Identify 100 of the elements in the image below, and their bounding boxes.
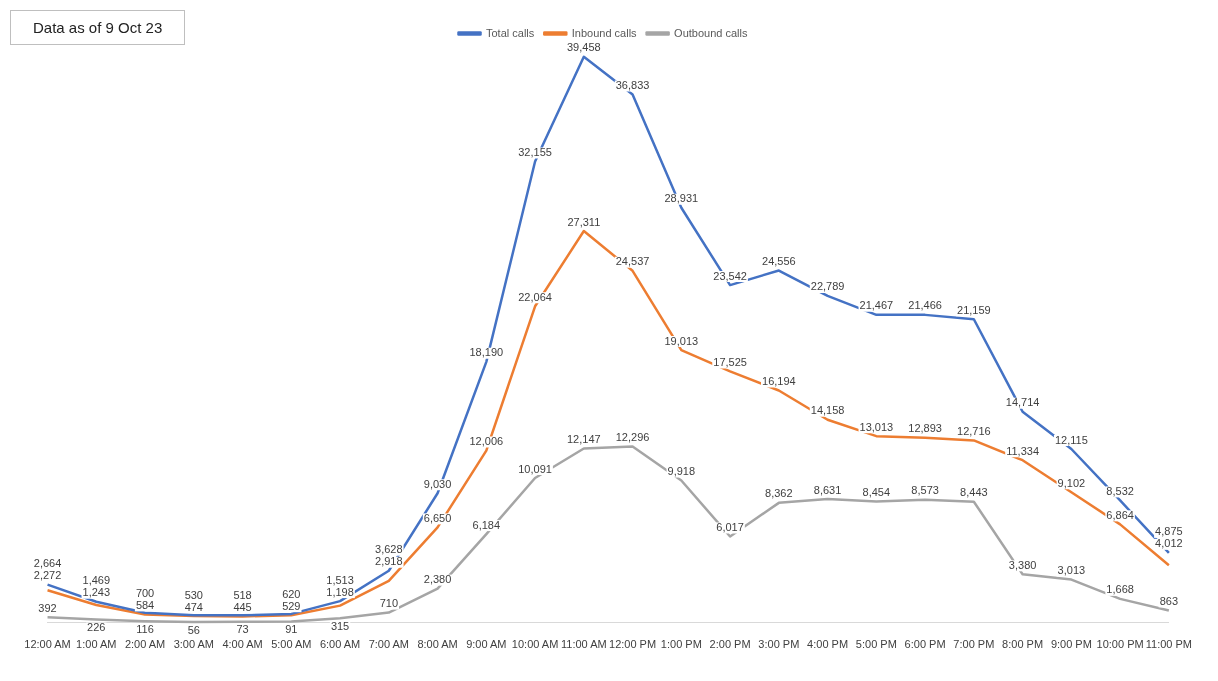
data-label: 1,243 <box>82 586 111 599</box>
data-label: 710 <box>379 597 398 610</box>
data-label: 1,469 <box>82 574 111 587</box>
x-tick-label: 12:00 PM <box>609 638 657 651</box>
data-label: 6,184 <box>472 518 501 531</box>
data-label: 12,147 <box>567 433 601 446</box>
data-label: 14,714 <box>1005 396 1040 409</box>
data-label: 39,458 <box>567 41 601 54</box>
data-label: 22,064 <box>518 290 552 303</box>
data-label: 18,190 <box>469 346 504 359</box>
x-tick-label: 7:00 PM <box>953 638 995 651</box>
x-tick-label: 2:00 PM <box>709 638 751 651</box>
data-label: 226 <box>87 621 106 634</box>
data-label: 3,013 <box>1057 564 1086 577</box>
data-label: 16,194 <box>762 375 796 388</box>
data-label: 518 <box>233 588 252 601</box>
legend-label: Outbound calls <box>674 26 748 39</box>
x-tick-label: 8:00 AM <box>417 638 458 651</box>
data-label: 12,006 <box>469 435 504 448</box>
data-label: 21,466 <box>908 299 942 312</box>
legend-label: Total calls <box>486 26 535 39</box>
data-label: 6,864 <box>1106 508 1134 521</box>
data-label: 17,525 <box>713 355 747 368</box>
data-label: 28,931 <box>664 192 699 205</box>
data-label: 315 <box>330 619 350 632</box>
data-label: 36,833 <box>615 78 650 91</box>
data-label: 8,631 <box>813 483 842 496</box>
data-label: 12,716 <box>957 424 991 437</box>
data-label: 4,875 <box>1155 525 1183 538</box>
x-tick-label: 2:00 AM <box>124 638 166 651</box>
data-label: 8,532 <box>1106 484 1134 497</box>
data-label: 529 <box>282 599 301 612</box>
data-label: 9,030 <box>423 477 452 490</box>
x-tick-label: 3:00 AM <box>173 638 214 651</box>
x-tick-label: 5:00 AM <box>271 638 312 651</box>
x-tick-label: 11:00 PM <box>1145 638 1193 651</box>
data-label: 392 <box>38 601 57 614</box>
data-label: 1,513 <box>326 573 354 586</box>
data-label: 1,668 <box>1106 583 1134 596</box>
data-label: 2,272 <box>33 569 62 582</box>
data-label: 2,918 <box>375 555 403 568</box>
data-label: 8,443 <box>960 486 988 499</box>
data-label: 8,454 <box>862 486 891 499</box>
x-tick-label: 10:00 AM <box>511 638 559 651</box>
data-label: 8,362 <box>765 487 793 500</box>
data-label: 4,012 <box>1155 537 1183 550</box>
data-label: 2,664 <box>33 557 62 570</box>
x-tick-label: 6:00 PM <box>904 638 946 651</box>
data-label: 116 <box>136 622 154 635</box>
x-tick-label: 1:00 PM <box>660 638 702 651</box>
data-label: 23,542 <box>713 269 747 282</box>
x-tick-label: 7:00 AM <box>368 638 409 651</box>
data-label: 21,159 <box>957 303 991 316</box>
data-label: 530 <box>184 588 203 601</box>
x-tick-label: 9:00 PM <box>1050 638 1092 651</box>
x-tick-label: 8:00 PM <box>1002 638 1044 651</box>
data-label: 56 <box>187 623 200 636</box>
x-tick-label: 4:00 AM <box>222 638 263 651</box>
x-tick-label: 6:00 AM <box>319 638 361 651</box>
data-label: 863 <box>1159 594 1179 607</box>
data-label: 3,628 <box>375 543 403 556</box>
data-label: 13,013 <box>859 420 894 433</box>
x-tick-label: 11:00 AM <box>560 638 607 651</box>
data-label: 73 <box>236 623 249 636</box>
data-label: 12,296 <box>615 430 650 443</box>
x-tick-label: 12:00 AM <box>24 638 71 651</box>
data-label: 12,115 <box>1054 433 1088 446</box>
data-label: 584 <box>135 598 155 611</box>
data-label: 2,380 <box>423 573 452 586</box>
data-label: 24,556 <box>762 255 796 268</box>
data-label: 6,650 <box>423 511 452 524</box>
data-label: 1,198 <box>326 585 354 598</box>
data-label: 445 <box>233 600 252 613</box>
data-label: 27,311 <box>567 215 601 228</box>
text: Data as of 9 Oct 23 <box>10 10 186 45</box>
data-label: 21,467 <box>859 299 894 312</box>
data-label: 22,789 <box>810 280 845 293</box>
data-label: 620 <box>282 587 301 600</box>
x-tick-label: 1:00 AM <box>76 638 117 651</box>
data-label: 9,918 <box>667 465 696 478</box>
x-tick-label: 10:00 PM <box>1096 638 1144 651</box>
legend-label: Inbound calls <box>571 26 638 39</box>
data-label: 8,573 <box>911 484 939 497</box>
data-label: 700 <box>135 586 155 599</box>
data-label: 3,380 <box>1008 558 1037 571</box>
data-label: 11,334 <box>1006 444 1040 457</box>
data-label: 91 <box>285 623 298 636</box>
data-label: 474 <box>184 600 203 613</box>
data-label: 24,537 <box>615 255 650 268</box>
x-tick-label: 5:00 PM <box>855 638 897 651</box>
data-label: 32,155 <box>518 146 552 159</box>
data-label: 12,893 <box>908 422 942 435</box>
data-label: 9,102 <box>1057 476 1086 489</box>
data-label: 10,091 <box>518 462 552 475</box>
data-label: 19,013 <box>664 334 699 347</box>
x-tick-label: 4:00 PM <box>807 638 849 651</box>
x-tick-label: 9:00 AM <box>466 638 507 651</box>
data-label: 14,158 <box>810 404 845 417</box>
x-tick-label: 3:00 PM <box>758 638 800 651</box>
data-label: 6,017 <box>716 521 744 534</box>
